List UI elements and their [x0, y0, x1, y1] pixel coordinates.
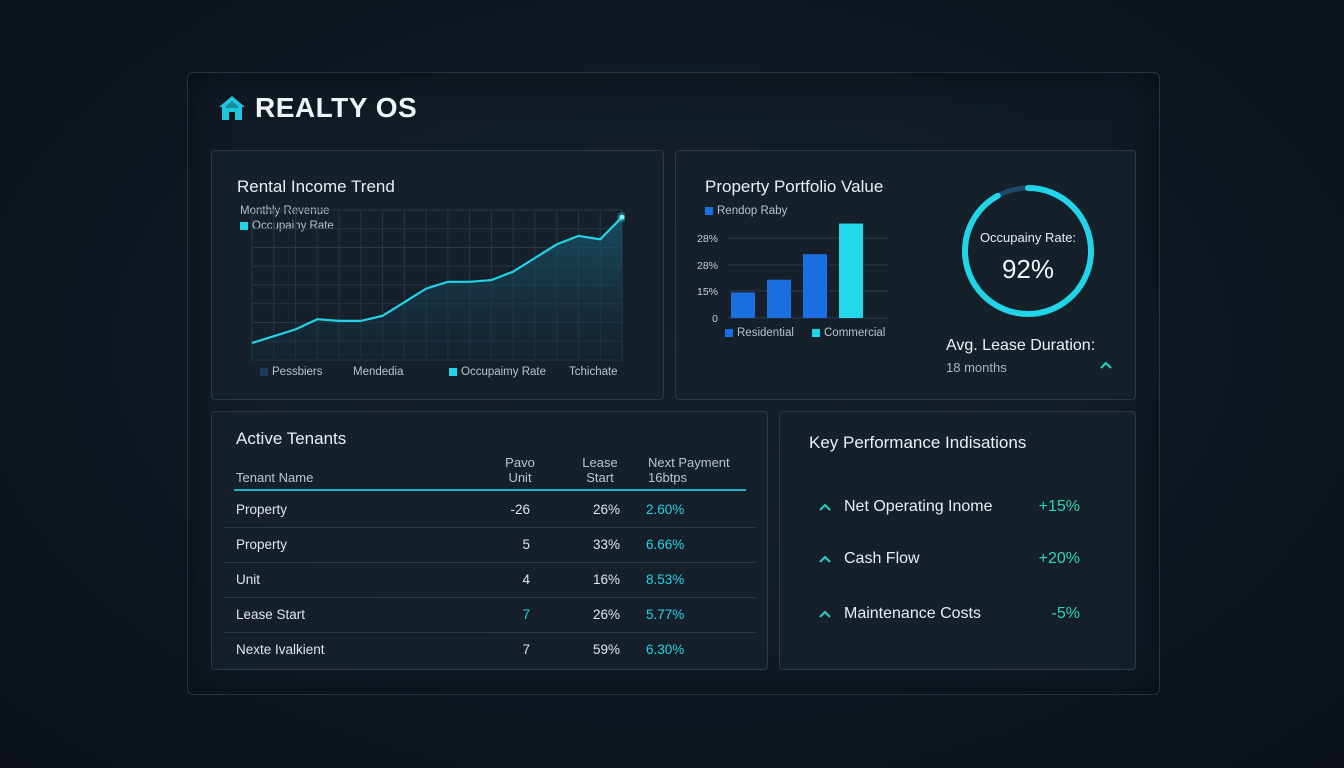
portfolio-legend-top: Rendop Raby	[705, 205, 787, 217]
portfolio-chart: 0 15% 28% 28%	[697, 223, 888, 325]
tenant-next-payment: 5.77%	[646, 607, 685, 622]
y-tick-label: 0	[712, 313, 718, 325]
table-row[interactable]: Property -26 26% 2.60%	[224, 492, 756, 528]
bar	[839, 223, 863, 318]
revenue-end-point	[619, 214, 625, 220]
tenant-lease-start: 26%	[592, 502, 620, 517]
app-title: REALTY OS	[255, 92, 418, 123]
occupancy-ring	[962, 185, 1094, 317]
y-tick-label: 28%	[697, 260, 718, 272]
occupancy-ring-progress	[962, 185, 1094, 317]
kpi-label: Net Operating Inome	[844, 498, 993, 515]
income-panel-title: Rental Income Trend	[237, 177, 395, 196]
header-underline	[234, 489, 746, 491]
income-chart	[251, 209, 625, 361]
legend-swatch	[240, 221, 248, 230]
kpi-value: -5%	[1051, 605, 1080, 622]
tenant-next-payment: 6.66%	[646, 537, 685, 552]
table-row[interactable]: Unit 4 16% 8.53%	[224, 562, 756, 598]
tenant-lease-start: 59%	[592, 642, 620, 657]
kpi-label: Maintenance Costs	[844, 605, 981, 622]
y-tick-label: 28%	[697, 233, 718, 245]
chevron-up-icon[interactable]	[1099, 359, 1113, 371]
legend-swatch	[812, 328, 820, 337]
chevron-up-icon	[819, 503, 831, 511]
legend-swatch	[725, 328, 733, 337]
income-xlabel-3: Occupaimy Rate	[449, 366, 546, 378]
kpi-item-maintenance-costs[interactable]: Maintenance Costs -5%	[818, 605, 1088, 627]
income-xlabel-1: Pessbiers	[260, 366, 323, 378]
tenants-panel-title: Active Tenants	[236, 429, 347, 448]
tenant-next-payment: 8.53%	[646, 572, 685, 587]
tenant-unit: 7	[522, 607, 530, 622]
tenant-name: Property	[236, 537, 288, 552]
legend-swatch	[449, 367, 457, 376]
portfolio-legend-residential: Residential	[725, 327, 794, 339]
kpi-value: +20%	[1038, 550, 1080, 567]
income-xlabel-4: Tchichate	[569, 366, 618, 378]
tenant-lease-start: 26%	[592, 607, 620, 622]
portfolio-panel	[675, 150, 1136, 400]
chevron-up-icon	[819, 610, 831, 618]
tenant-next-payment: 6.30%	[646, 642, 685, 657]
col-header-payment[interactable]: Next Payment 16btps	[648, 455, 730, 485]
tenant-name: Nexte Ivalkient	[236, 642, 325, 657]
col-header-unit[interactable]: Pavo Unit	[505, 455, 535, 485]
revenue-area	[252, 217, 622, 360]
occupancy-label: Occupainy Rate:	[979, 230, 1077, 245]
table-row[interactable]: Property 5 33% 6.66%	[224, 527, 756, 563]
brand[interactable]: REALTY OS	[217, 92, 417, 124]
legend-swatch	[705, 206, 713, 215]
y-tick-label: 15%	[697, 286, 718, 298]
occupancy-value: 92%	[1001, 254, 1055, 284]
legend-swatch	[260, 367, 268, 376]
lease-duration-value: 18 months	[946, 360, 1007, 375]
chevron-up-icon	[819, 555, 831, 563]
tenant-next-payment: 2.60%	[646, 502, 685, 517]
kpi-item-net-operating-income[interactable]: Net Operating Inome +15%	[818, 498, 1088, 520]
table-row[interactable]: Lease Start 7 26% 5.77%	[224, 597, 756, 633]
bar	[731, 292, 755, 318]
revenue-line	[251, 216, 623, 345]
income-xlabel-2: Mendedia	[353, 366, 404, 378]
kpi-panel-title: Key Performance Indisations	[809, 433, 1027, 452]
col-header-start[interactable]: Lease Start	[582, 455, 618, 485]
tenants-panel	[211, 411, 768, 670]
table-row[interactable]: Nexte Ivalkient 7 59% 6.30%	[224, 632, 756, 667]
tenant-unit: 5	[522, 537, 530, 552]
tenant-name: Property	[236, 502, 288, 517]
tenant-unit: -26	[510, 502, 530, 517]
bar	[767, 279, 791, 318]
kpi-value: +15%	[1038, 498, 1080, 515]
col-header-name[interactable]: Tenant Name	[236, 470, 314, 485]
tenant-lease-start: 16%	[592, 572, 620, 587]
tenant-unit: 7	[522, 642, 530, 657]
kpi-label: Cash Flow	[844, 550, 920, 567]
portfolio-panel-title: Property Portfolio Value	[705, 177, 884, 196]
home-icon	[219, 96, 245, 120]
portfolio-legend-commercial: Commercial	[812, 327, 885, 339]
lease-duration-label: Avg. Lease Duration:	[946, 337, 1096, 354]
tenant-unit: 4	[522, 572, 530, 587]
income-legend-revenue: Monthly Revenue	[240, 205, 330, 217]
tenant-name: Unit	[236, 572, 261, 587]
bar	[803, 254, 827, 318]
tenant-name: Lease Start	[236, 607, 306, 622]
tenant-lease-start: 33%	[592, 537, 620, 552]
kpi-item-cash-flow[interactable]: Cash Flow +20%	[818, 550, 1088, 572]
kpi-panel	[779, 411, 1136, 670]
